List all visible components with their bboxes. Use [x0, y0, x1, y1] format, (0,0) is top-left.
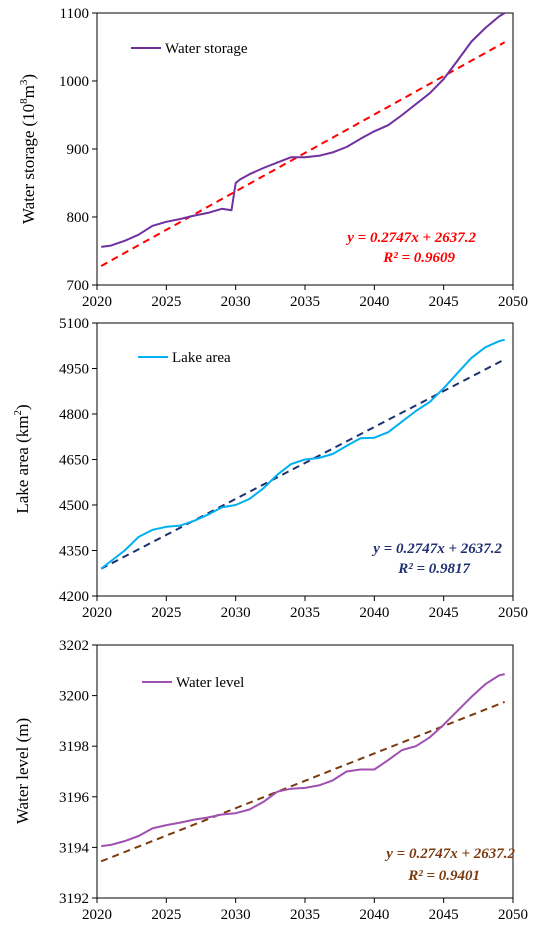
panel-water-level: 3192 3194 3196 3198 3200 3202 2020 2025 2030 203… — [13, 638, 528, 923]
trend-equation-2: y = 0.2747x + 2637.2 — [371, 541, 502, 557]
trend-equation-3: y = 0.2747x + 2637.2 — [384, 846, 515, 862]
series-line — [100, 338, 505, 570]
y-tick-label: 1000 — [59, 74, 89, 90]
legend-label-lake-area: Lake area — [172, 350, 231, 366]
x-tick-label: 2035 — [290, 907, 320, 923]
panel-lake-area: 4200 4350 4500 4650 4800 4950 5100 2020 2025 203… — [12, 316, 528, 621]
y-tick-label: 4800 — [59, 407, 89, 423]
legend-label-water-storage: Water storage — [165, 41, 248, 57]
x-tick-label: 2025 — [151, 605, 181, 621]
x-tick-label: 2020 — [82, 605, 112, 621]
x-tick-label: 2035 — [290, 294, 320, 310]
y-tick-label: 900 — [67, 142, 90, 158]
x-tick-label: 2050 — [498, 294, 528, 310]
x-tick-label: 2030 — [221, 605, 251, 621]
y-tick-label: 3192 — [59, 891, 89, 907]
y-tick-label: 700 — [67, 278, 90, 294]
y-axis-label-1: Water storage(108m3) — [18, 74, 38, 224]
y-tick-label: 4650 — [59, 453, 89, 469]
trend-line — [100, 41, 506, 267]
x-tick-label: 2040 — [359, 605, 389, 621]
x-tick-label: 2045 — [429, 605, 459, 621]
x-tick-label: 2040 — [359, 907, 389, 923]
legend-label-water-level: Water level — [176, 675, 244, 691]
x-tick-label: 2050 — [498, 907, 528, 923]
r-squared-2: R² = 0.9817 — [397, 561, 470, 577]
y-tick-label: 3202 — [59, 638, 89, 654]
y-tick-label: 3200 — [59, 689, 89, 705]
x-tick-label: 2050 — [498, 605, 528, 621]
x-tick-label: 2040 — [359, 294, 389, 310]
trend-equation-1: y = 0.2747x + 2637.2 — [345, 230, 476, 246]
y-tick-label: 4350 — [59, 544, 89, 560]
r-squared-3: R² = 0.9401 — [407, 868, 480, 884]
series-line — [101, 673, 505, 848]
y-tick-label: 5100 — [59, 316, 89, 332]
y-axis-label-2: Lake area (km2) — [12, 404, 32, 513]
trend-line — [100, 700, 506, 863]
series-line — [101, 12, 506, 248]
x-tick-label: 2025 — [151, 907, 181, 923]
y-tick-label: 4950 — [59, 362, 89, 378]
x-tick-label: 2020 — [82, 294, 112, 310]
panel-water-storage: 700 800 900 1000 1100 2020 2025 2030 2035 2040 20… — [18, 6, 528, 310]
y-tick-label: 4200 — [59, 589, 89, 605]
plot-area-1 — [96, 12, 514, 286]
y-tick-label: 3194 — [59, 840, 90, 856]
x-tick-label: 2045 — [429, 907, 459, 923]
x-tick-label: 2020 — [82, 907, 112, 923]
y-tick-label: 4500 — [59, 498, 89, 514]
x-tick-label: 2025 — [151, 294, 181, 310]
x-tick-label: 2035 — [290, 605, 320, 621]
plot-area-3 — [96, 644, 514, 899]
y-tick-label: 1100 — [60, 6, 89, 22]
y-tick-label: 3196 — [59, 790, 90, 806]
x-tick-label: 2045 — [429, 294, 459, 310]
y-tick-label: 800 — [67, 210, 90, 226]
x-tick-label: 2030 — [221, 294, 251, 310]
x-tick-label: 2030 — [221, 907, 251, 923]
y-axis-label-3: Water level (m) — [13, 718, 32, 824]
y-tick-label: 3198 — [59, 739, 89, 755]
r-squared-1: R² = 0.9609 — [382, 250, 455, 266]
